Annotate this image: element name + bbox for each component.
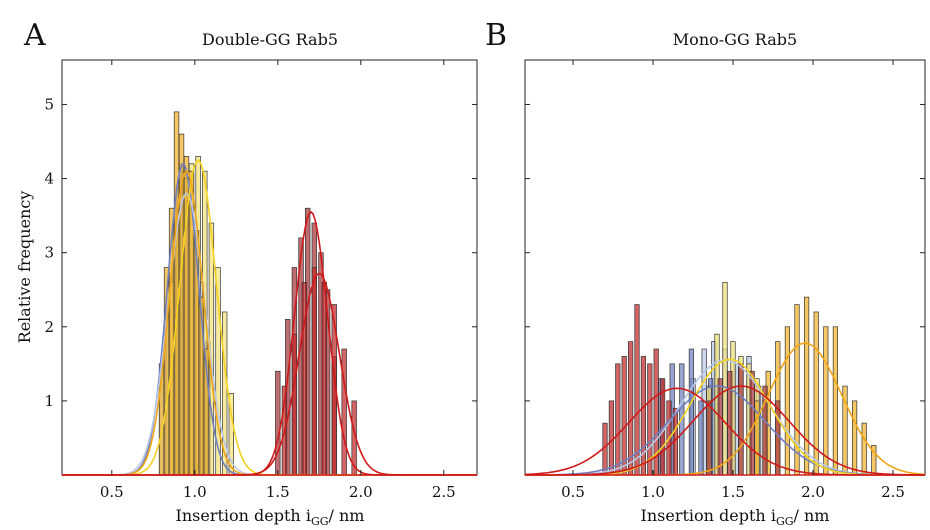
panel-a-letter: A [23, 18, 46, 53]
fit-curve [62, 170, 477, 476]
panel-b-xlabel-tail: / nm [794, 506, 830, 525]
x-tick-label: 0.5 [561, 483, 585, 501]
histogram-bar [621, 356, 627, 476]
panel-b-xlabel-main: Insertion depth i [641, 506, 776, 525]
x-tick-label: 1.0 [641, 483, 665, 501]
x-tick-label: 1.5 [266, 483, 290, 501]
panel-b-plot-area: 0.5 1.0 1.5 2.0 2.5 [524, 60, 926, 501]
histogram-bar [688, 348, 694, 476]
y-tick-label: 2 [44, 318, 54, 336]
histogram-bar [722, 281, 728, 476]
fit-curve [62, 163, 477, 476]
x-tick-label: 1.5 [721, 483, 745, 501]
histogram-bar [861, 422, 867, 476]
fit-curve [62, 159, 477, 476]
panel-a-title: Double-GG Rab5 [202, 30, 338, 49]
histogram-bar [738, 363, 744, 476]
histogram-bar [852, 400, 858, 476]
panel-a: A Double-GG Rab5 0.5 1.0 1.5 2.0 2.5 1 2 3 4 5 Re… [15, 18, 478, 528]
histogram-bar [341, 348, 347, 476]
histogram-bar [275, 370, 281, 476]
panel-a-xlabel-sub: GG [311, 515, 329, 528]
histogram-bar [823, 326, 829, 476]
fit-curve [62, 272, 477, 476]
histogram-bar [804, 296, 810, 476]
x-tick-label: 2.5 [432, 483, 456, 501]
histogram-bar [634, 304, 640, 476]
panel-a-xlabel: Insertion depth iGG/ nm [176, 506, 365, 528]
y-tick-label: 4 [44, 170, 54, 188]
panel-b-title: Mono-GG Rab5 [673, 30, 797, 49]
panel-b-xlabel: Insertion depth iGG/ nm [641, 506, 830, 528]
fit-curve [62, 210, 477, 476]
histogram-bar [640, 356, 646, 476]
x-tick-label: 2.0 [349, 483, 373, 501]
panel-a-ylabel: Relative frequency [15, 191, 34, 344]
panel-b: B Mono-GG Rab5 0.5 1.0 1.5 2.0 2.5 Insertion… [485, 18, 926, 528]
histogram-bar [321, 281, 327, 476]
y-tick-label: 1 [44, 392, 54, 410]
y-tick-label: 3 [44, 244, 54, 262]
x-tick-label: 2.0 [801, 483, 825, 501]
y-tick-label: 5 [44, 95, 54, 113]
histogram-bar [832, 326, 838, 476]
x-tick-label: 1.0 [183, 483, 207, 501]
histogram-bar [608, 400, 614, 476]
histogram-bar [784, 326, 790, 476]
histogram-bar [749, 370, 755, 476]
panel-a-xlabel-main: Insertion depth i [176, 506, 311, 525]
panel-b-xlabel-sub: GG [776, 515, 794, 528]
histogram-bar [706, 400, 712, 476]
panel-a-xlabel-tail: / nm [329, 506, 365, 525]
panel-a-plot-area: 0.5 1.0 1.5 2.0 2.5 1 2 3 4 5 [44, 60, 477, 501]
histogram-bar [311, 267, 317, 476]
panel-b-letter: B [485, 18, 507, 53]
panel-a-plot-frame [61, 59, 478, 476]
histogram-bar [628, 341, 634, 476]
histogram-bar [291, 333, 298, 476]
histogram-bar [615, 363, 621, 476]
x-tick-label: 2.5 [881, 483, 905, 501]
fit-curve [62, 192, 477, 476]
x-tick-label: 0.5 [100, 483, 124, 501]
